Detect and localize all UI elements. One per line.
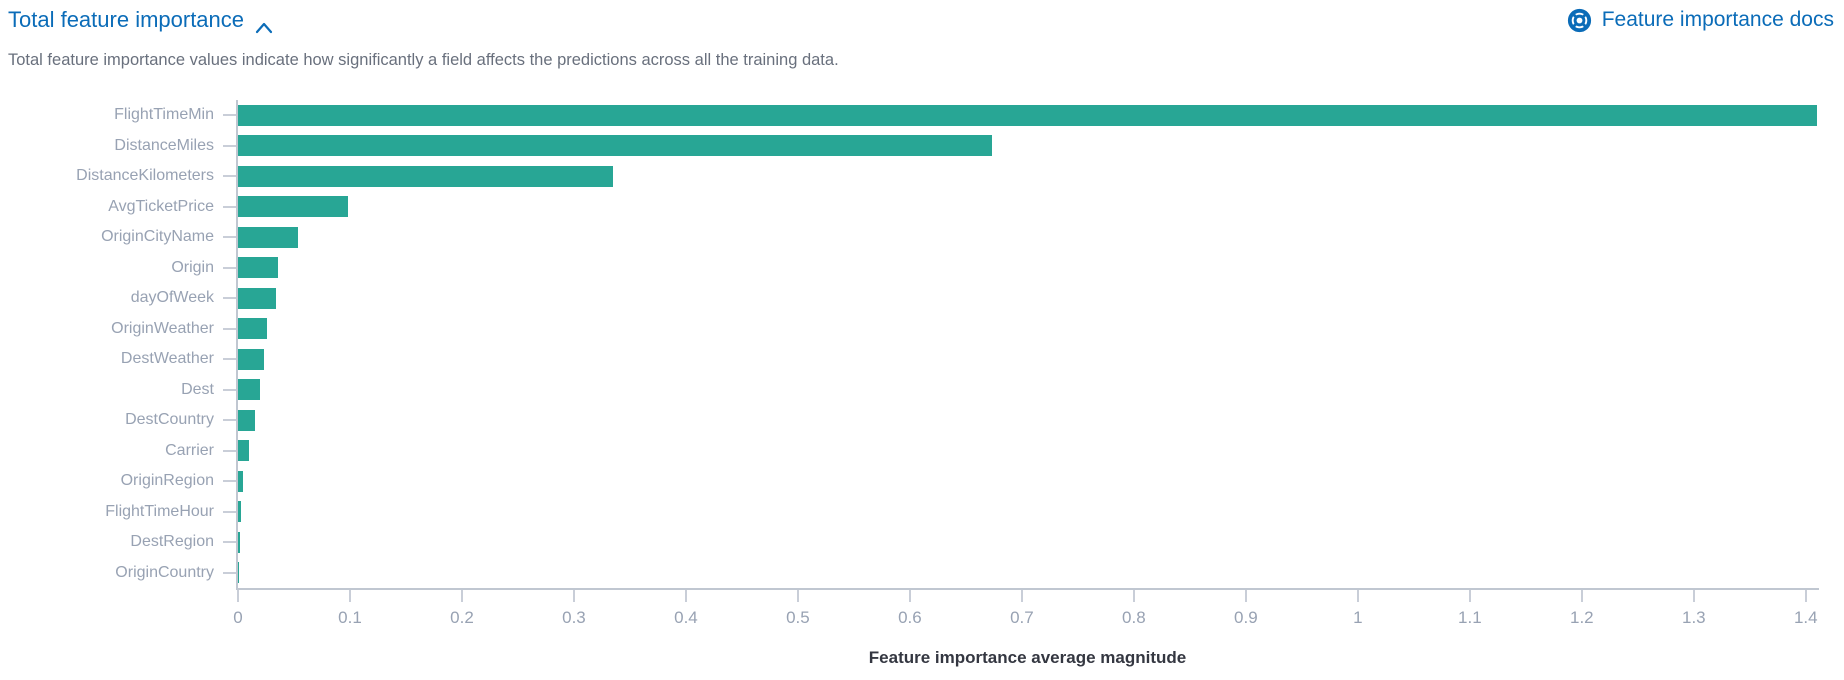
y-axis-tick	[223, 480, 236, 483]
bar	[238, 440, 250, 462]
y-axis-label: Origin	[171, 258, 214, 276]
bar	[238, 470, 244, 492]
panel-header: Total feature importance Feature importa…	[0, 0, 1844, 40]
x-axis-tick-label: 0.5	[786, 608, 810, 627]
y-axis-label: Dest	[181, 380, 214, 398]
bar	[238, 562, 240, 584]
x-axis-tick-label: 1.4	[1793, 608, 1818, 627]
x-axis-tick-label: 0	[233, 608, 243, 627]
y-axis-label: DestRegion	[130, 533, 214, 550]
bar	[238, 318, 268, 340]
y-axis-tick	[223, 510, 236, 513]
x-axis-tick	[237, 590, 239, 602]
bar	[238, 104, 1817, 126]
x-axis-tick	[908, 590, 911, 602]
x-axis-tick-label: 0.1	[338, 608, 362, 627]
y-axis-label: Carrier	[165, 441, 214, 459]
bar	[238, 409, 255, 431]
bar	[238, 531, 241, 553]
y-axis-tick	[223, 175, 236, 178]
bar	[238, 287, 277, 309]
x-axis-tick	[1244, 590, 1247, 602]
x-axis-tick-label: 0.4	[674, 608, 698, 627]
y-axis-tick	[223, 541, 236, 544]
bar	[238, 379, 261, 401]
x-axis-tick-label: 1.3	[1681, 608, 1706, 627]
x-axis-tick	[1804, 590, 1807, 602]
bar	[238, 257, 279, 279]
bar	[238, 501, 242, 523]
x-axis-tick	[460, 590, 463, 602]
y-axis-label: OriginWeather	[111, 319, 214, 337]
bar	[238, 135, 992, 157]
y-axis-tick	[223, 358, 236, 361]
x-axis-tick-label: 1	[1353, 608, 1363, 627]
x-axis-tick-label: 0.2	[450, 608, 474, 627]
x-axis-tick-label: 0.3	[562, 608, 586, 627]
y-axis-tick	[223, 388, 236, 391]
y-axis-tick	[223, 419, 236, 422]
x-axis-tick	[1132, 590, 1135, 602]
x-axis-tick-label: 1.2	[1570, 608, 1594, 627]
y-axis-label: dayOfWeek	[130, 289, 214, 306]
y-axis-label: OriginRegion	[120, 472, 214, 489]
feature-importance-docs-link[interactable]: Feature importance docs	[1566, 5, 1834, 35]
y-axis-tick	[223, 205, 236, 208]
y-axis-label: DestCountry	[125, 411, 214, 428]
y-axis-tick	[223, 266, 236, 269]
y-axis-tick	[223, 144, 236, 147]
panel-description: Total feature importance values indicate…	[8, 51, 839, 69]
y-axis-label: OriginCityName	[101, 228, 214, 245]
bar	[238, 226, 299, 248]
x-axis-tick-label: 0.9	[1234, 608, 1258, 627]
y-axis-label: OriginCountry	[115, 563, 214, 581]
bar	[238, 348, 264, 370]
x-axis-tick	[1356, 590, 1359, 602]
bar	[238, 196, 348, 218]
x-axis-tick-label: 0.7	[1010, 608, 1034, 627]
x-axis-tick-label: 0.8	[1122, 608, 1146, 627]
y-axis-label: FlightTimeMin	[114, 106, 214, 123]
x-axis-tick	[1020, 590, 1023, 602]
x-axis-line	[236, 588, 1819, 590]
x-axis-tick-label: 1.1	[1458, 608, 1482, 627]
panel-title: Total feature importance	[8, 7, 245, 32]
x-axis-tick	[1580, 590, 1583, 602]
y-axis-tick	[223, 114, 236, 117]
y-axis-label: AvgTicketPrice	[108, 197, 214, 215]
x-axis-tick-label: 0.6	[898, 608, 922, 627]
y-axis-label: DestWeather	[120, 350, 214, 367]
y-axis-tick	[223, 571, 236, 574]
x-axis-tick	[1692, 590, 1695, 602]
chevron-up-icon	[254, 14, 274, 33]
y-axis-tick	[223, 449, 236, 452]
y-axis-tick	[223, 236, 236, 239]
x-axis-tick	[572, 590, 575, 602]
accordion-toggle[interactable]: Total feature importance	[8, 5, 274, 35]
x-axis-tick	[348, 590, 351, 602]
y-axis-tick	[223, 297, 236, 300]
y-axis-label: DistanceKilometers	[76, 167, 214, 184]
x-axis-tick	[684, 590, 687, 602]
y-axis-tick	[223, 327, 236, 330]
x-axis-tick	[1468, 590, 1471, 602]
y-axis-label: DistanceMiles	[114, 136, 214, 154]
x-axis-title: Feature importance average magnitude	[868, 648, 1187, 667]
y-axis-line	[236, 100, 238, 590]
y-axis-label: FlightTimeHour	[105, 502, 214, 520]
lifebuoy-help-icon	[1566, 7, 1593, 34]
bar	[238, 165, 614, 187]
x-axis-tick	[796, 590, 799, 602]
docs-link-label: Feature importance docs	[1601, 8, 1834, 31]
